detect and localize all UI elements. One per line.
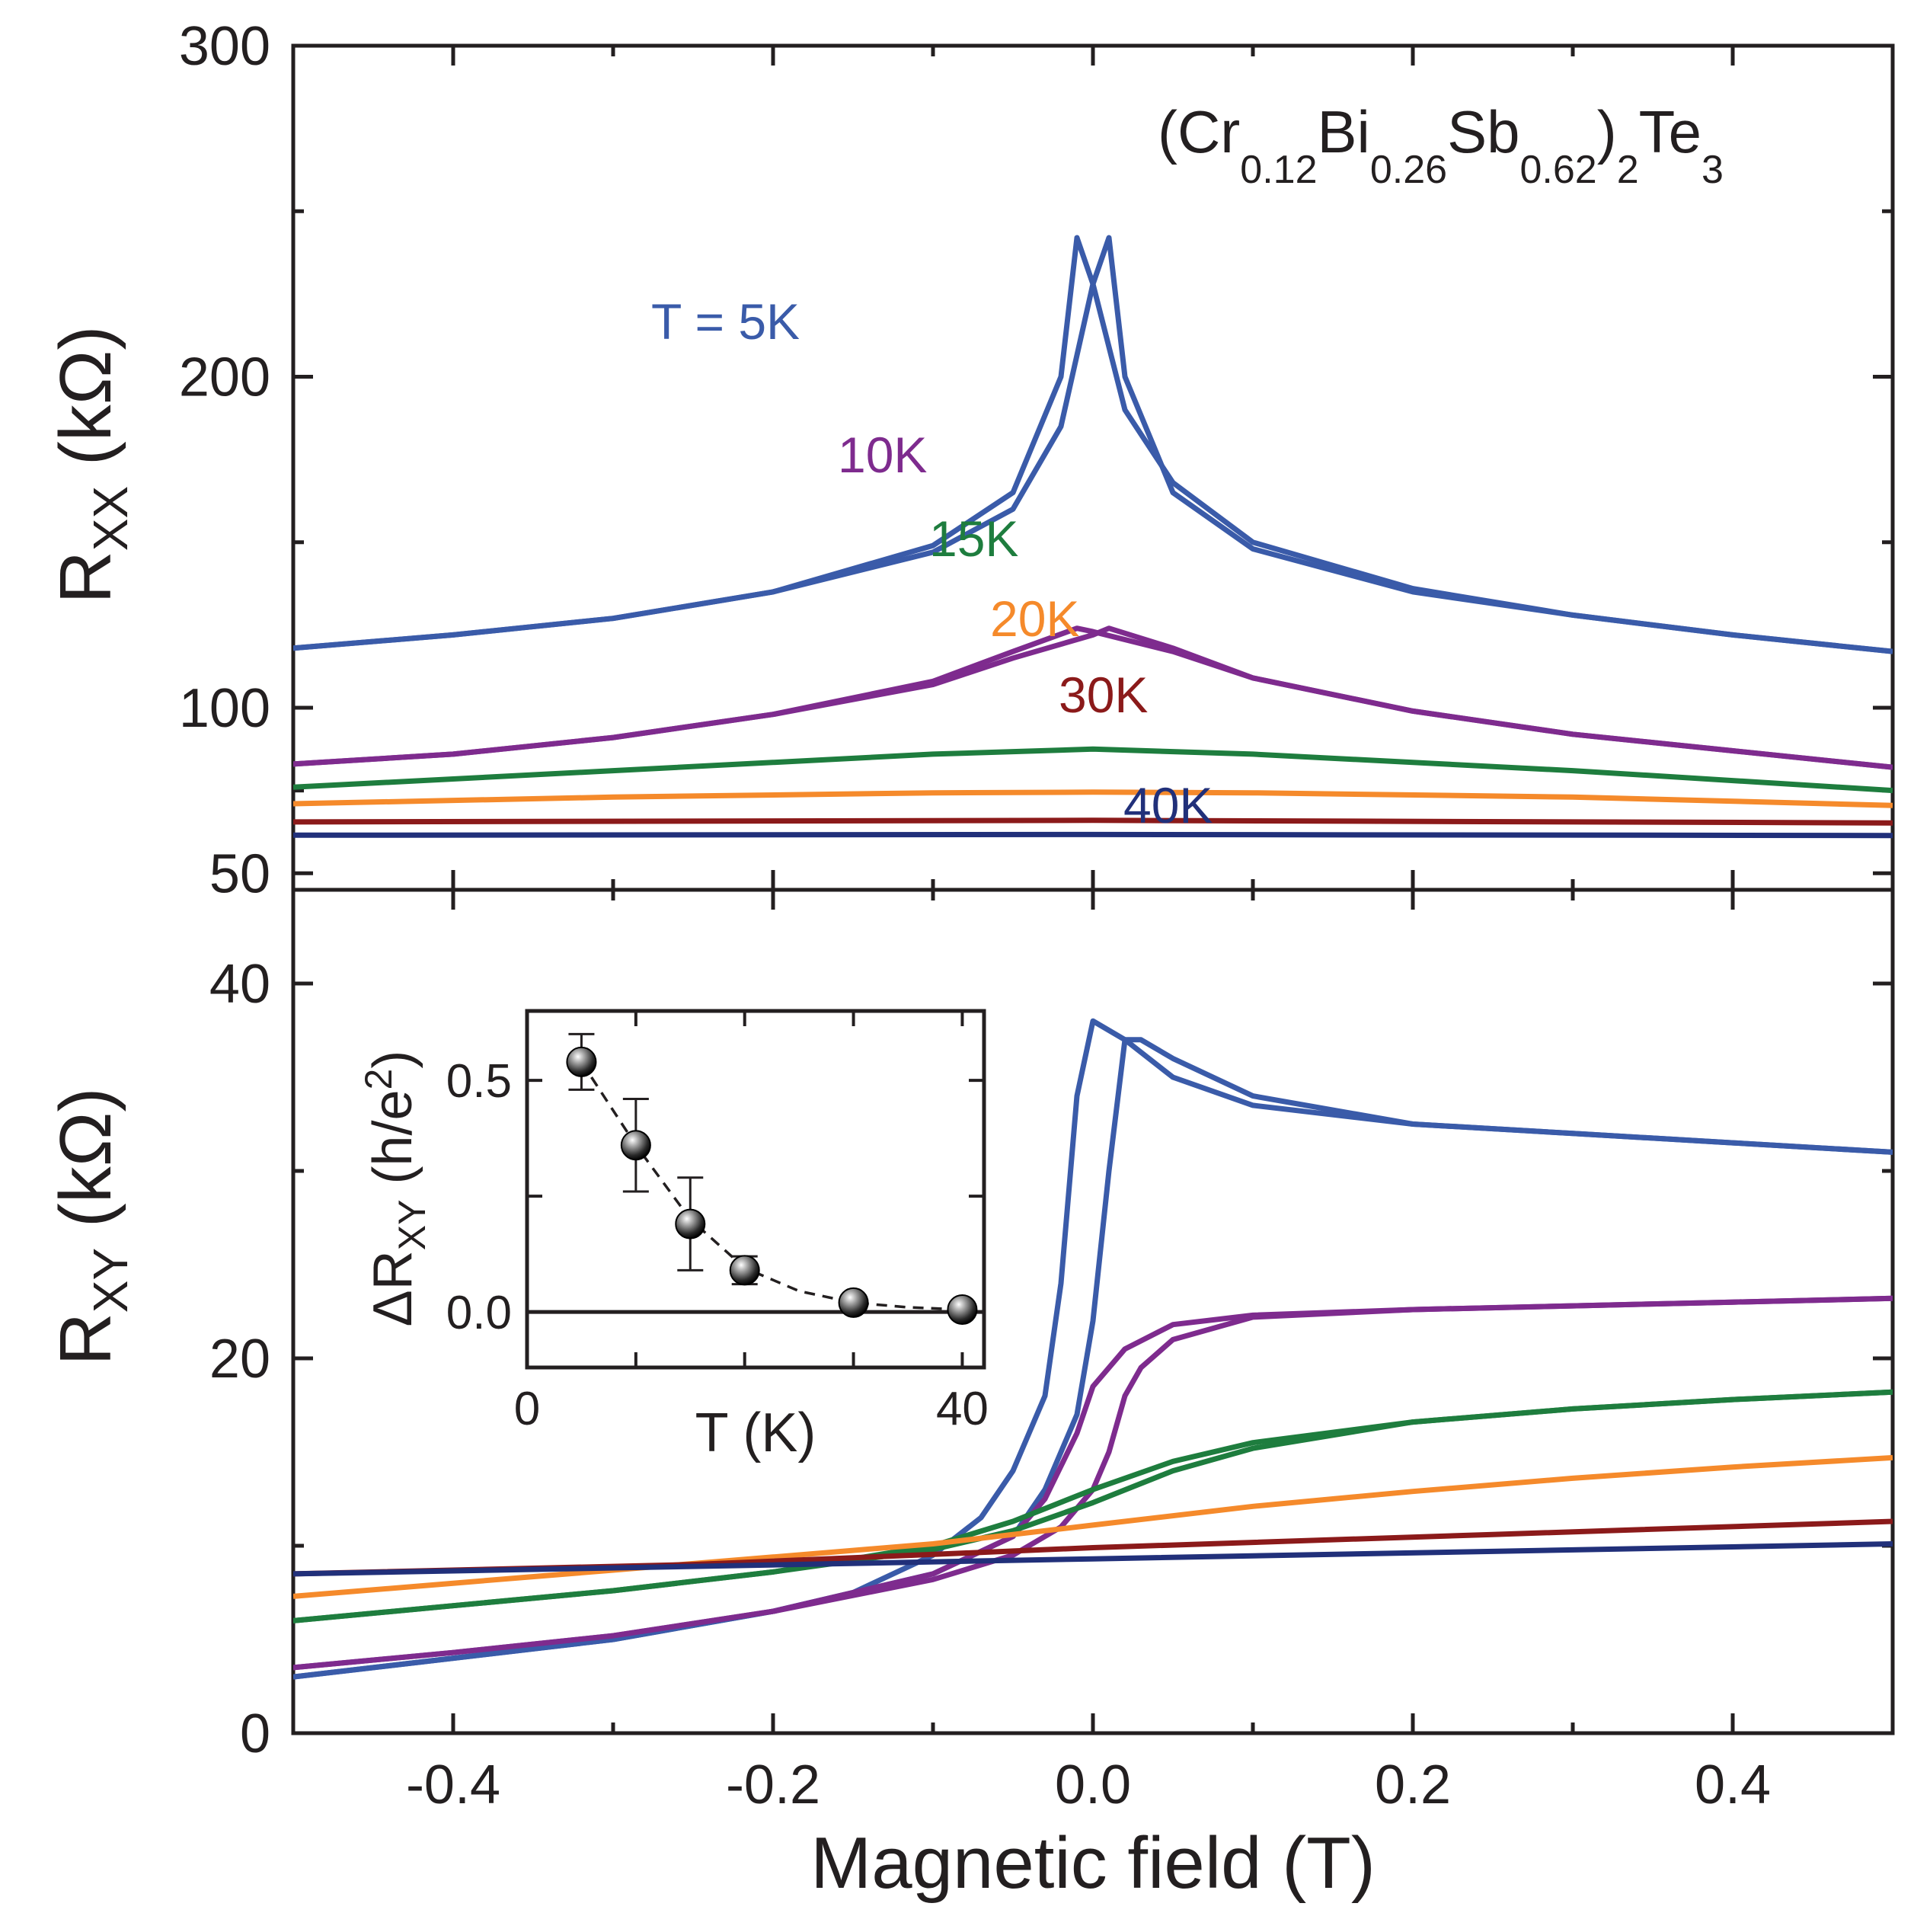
inset-data-point xyxy=(675,1208,706,1239)
rxx-series-30k xyxy=(293,817,1893,826)
inset-ylabel-mid: (h/e xyxy=(363,1089,423,1199)
rxy-ytick-label: 40 xyxy=(209,954,270,1015)
rxx-series-15k xyxy=(293,746,1893,794)
rxy-axis-title: RXY (kΩ) xyxy=(45,1087,138,1365)
rxx-ytick-label: 300 xyxy=(179,16,270,77)
rxy-series-10k xyxy=(293,1295,1893,1671)
series-label-10k: 10K xyxy=(838,427,927,483)
compound-formula: (Cr0.12Bi0.26Sb0.62)2Te3 xyxy=(1158,98,1724,192)
series-label-t5k: T = 5K xyxy=(651,293,800,350)
rxx-series-t5k xyxy=(293,235,1893,654)
formula-text: (Cr xyxy=(1158,98,1240,165)
formula-subscript: 0.26 xyxy=(1370,148,1447,192)
rxy-series-20k xyxy=(293,1454,1893,1599)
inset-trend-line xyxy=(580,1060,963,1311)
inset-y-axis-title: ΔRXY (h/e2) xyxy=(357,1051,433,1327)
formula-subscript: 2 xyxy=(1617,148,1639,192)
inset-ylabel-sup: 2 xyxy=(357,1069,400,1090)
x-axis-title: Magnetic field (T) xyxy=(810,1822,1376,1904)
series-label-40k: 40K xyxy=(1123,777,1213,833)
series-label-30k: 30K xyxy=(1059,667,1148,723)
inset-data-point xyxy=(729,1255,760,1286)
inset-xtick-label: 40 xyxy=(936,1383,989,1435)
rxx-series-40k xyxy=(293,831,1893,839)
inset-ylabel-sub: XY xyxy=(391,1200,433,1251)
inset-frame xyxy=(525,1009,986,1370)
inset-xtick-label: 0 xyxy=(514,1383,540,1435)
formula-subscript: 0.62 xyxy=(1519,148,1596,192)
rxx-frame xyxy=(291,43,1895,892)
rxx-axis-title-rest: (kΩ) xyxy=(45,325,126,485)
x-tick-label: 0.2 xyxy=(1375,1754,1451,1815)
inset-data-point xyxy=(947,1294,978,1326)
rxx-ytick-label: 200 xyxy=(179,347,270,408)
inset-ytick-label: 0.5 xyxy=(446,1055,512,1108)
rxy-axis-title-sub: XY xyxy=(83,1248,138,1313)
formula-text: Sb xyxy=(1447,98,1519,165)
rxx-axis-title: RXX (kΩ) xyxy=(45,325,138,603)
rxx-ytick-label: 50 xyxy=(209,843,270,904)
rxx-axis-title-main: R xyxy=(45,551,126,603)
x-tick-label: 0.0 xyxy=(1055,1754,1131,1815)
rxy-axis-title-main: R xyxy=(45,1313,126,1365)
inset-data-point xyxy=(838,1287,869,1318)
formula-subscript: 0.12 xyxy=(1240,148,1317,192)
formula-text: Bi xyxy=(1318,98,1370,165)
rxx-series-20k xyxy=(293,789,1893,808)
x-tick-label: 0.4 xyxy=(1695,1754,1771,1815)
formula-text: Te xyxy=(1639,98,1702,165)
x-tick-label: -0.2 xyxy=(726,1754,820,1815)
x-tick-label: -0.4 xyxy=(406,1754,500,1815)
rxy-series-40k xyxy=(293,1541,1893,1577)
inset-ytick-label: 0.0 xyxy=(446,1287,512,1339)
formula-subscript: 3 xyxy=(1702,148,1724,192)
inset-data-point xyxy=(566,1046,597,1077)
series-label-20k: 20K xyxy=(990,590,1079,647)
inset-ylabel-post: ) xyxy=(363,1051,423,1069)
rxx-ytick-label: 100 xyxy=(179,678,270,739)
inset-data-point xyxy=(620,1130,651,1161)
series-label-15k: 15K xyxy=(929,510,1018,567)
rxx-axis-title-sub: XX xyxy=(83,486,138,551)
rxx-series-t5k xyxy=(293,235,1893,654)
inset-panel: 0 40 0.0 0.5 T (K) ΔRXY (h/e2) xyxy=(357,1009,989,1463)
rxx-series-group xyxy=(293,235,1893,839)
inset-x-axis-title: T (K) xyxy=(695,1403,816,1463)
rxy-series-group xyxy=(293,1018,1893,1680)
rxy-series-15k xyxy=(293,1389,1893,1623)
inset-ylabel-pre: ΔR xyxy=(363,1250,423,1326)
rxy-axis-title-rest: (kΩ) xyxy=(45,1087,126,1247)
formula-text: ) xyxy=(1597,98,1617,165)
rxx-series-10k xyxy=(293,625,1893,770)
rxy-ytick-label: 20 xyxy=(209,1329,270,1390)
rxy-ytick-label: 0 xyxy=(240,1703,270,1764)
